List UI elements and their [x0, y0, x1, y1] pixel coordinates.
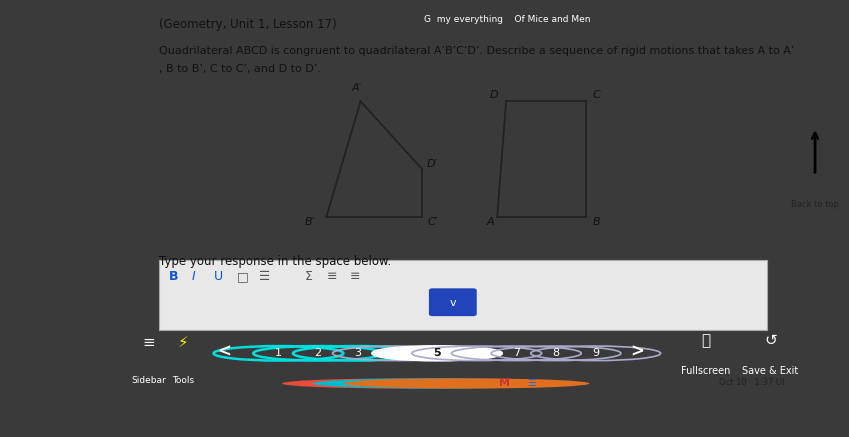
Text: 1: 1 [275, 348, 282, 358]
Text: ⤢: ⤢ [701, 333, 711, 348]
FancyBboxPatch shape [159, 260, 767, 330]
Text: 3: 3 [354, 348, 362, 358]
Text: 6: 6 [473, 348, 481, 358]
Text: Back to top: Back to top [791, 200, 839, 208]
Text: 2: 2 [315, 348, 322, 358]
FancyBboxPatch shape [429, 288, 477, 316]
Text: 5: 5 [433, 348, 441, 358]
Text: Save & Exit: Save & Exit [743, 366, 799, 376]
Text: , B to B’, C to C’, and D to D’.: , B to B’, C to C’, and D to D’. [159, 64, 321, 73]
Text: D: D [490, 90, 498, 100]
Text: ≡: ≡ [350, 270, 360, 283]
Text: M: M [498, 378, 509, 388]
Text: D′: D′ [427, 159, 438, 169]
Text: >: > [630, 343, 644, 361]
Text: □: □ [237, 270, 249, 283]
Text: I: I [192, 270, 195, 283]
Text: Fullscreen: Fullscreen [681, 366, 730, 376]
Text: 7: 7 [513, 348, 520, 358]
Text: A′: A′ [352, 83, 363, 94]
Text: B: B [593, 218, 600, 228]
Text: C: C [593, 90, 600, 100]
Text: Oct 10   1:37 UI: Oct 10 1:37 UI [719, 378, 784, 387]
Text: v: v [449, 298, 456, 309]
Text: 9: 9 [592, 348, 599, 358]
Text: ☰: ☰ [527, 378, 536, 388]
Circle shape [344, 378, 589, 388]
Text: ≡: ≡ [143, 335, 155, 350]
Text: A: A [486, 218, 494, 228]
Text: Quadrilateral ABCD is congruent to quadrilateral A’B’C’D’. Describe a sequence o: Quadrilateral ABCD is congruent to quadr… [159, 46, 795, 56]
Text: ≡: ≡ [327, 270, 338, 283]
Text: 8: 8 [553, 348, 559, 358]
Text: Tools: Tools [171, 376, 194, 385]
Text: ☰: ☰ [260, 270, 271, 283]
Text: B: B [169, 270, 178, 283]
Text: (Geometry, Unit 1, Lesson 17): (Geometry, Unit 1, Lesson 17) [159, 18, 337, 31]
Circle shape [372, 346, 502, 361]
Text: Type your response in the space below.: Type your response in the space below. [159, 254, 391, 267]
Text: Sidebar: Sidebar [132, 376, 166, 385]
Text: ⚡: ⚡ [177, 335, 188, 350]
Text: ↺: ↺ [764, 333, 777, 348]
Text: <: < [216, 343, 231, 361]
Text: C′: C′ [427, 218, 437, 228]
Text: B′: B′ [304, 217, 314, 227]
Circle shape [282, 378, 528, 388]
Text: 4: 4 [394, 348, 401, 358]
Text: Σ: Σ [305, 270, 312, 283]
Text: U: U [214, 270, 223, 283]
Text: G  my everything    Of Mice and Men: G my everything Of Mice and Men [424, 15, 591, 24]
Circle shape [312, 378, 559, 388]
